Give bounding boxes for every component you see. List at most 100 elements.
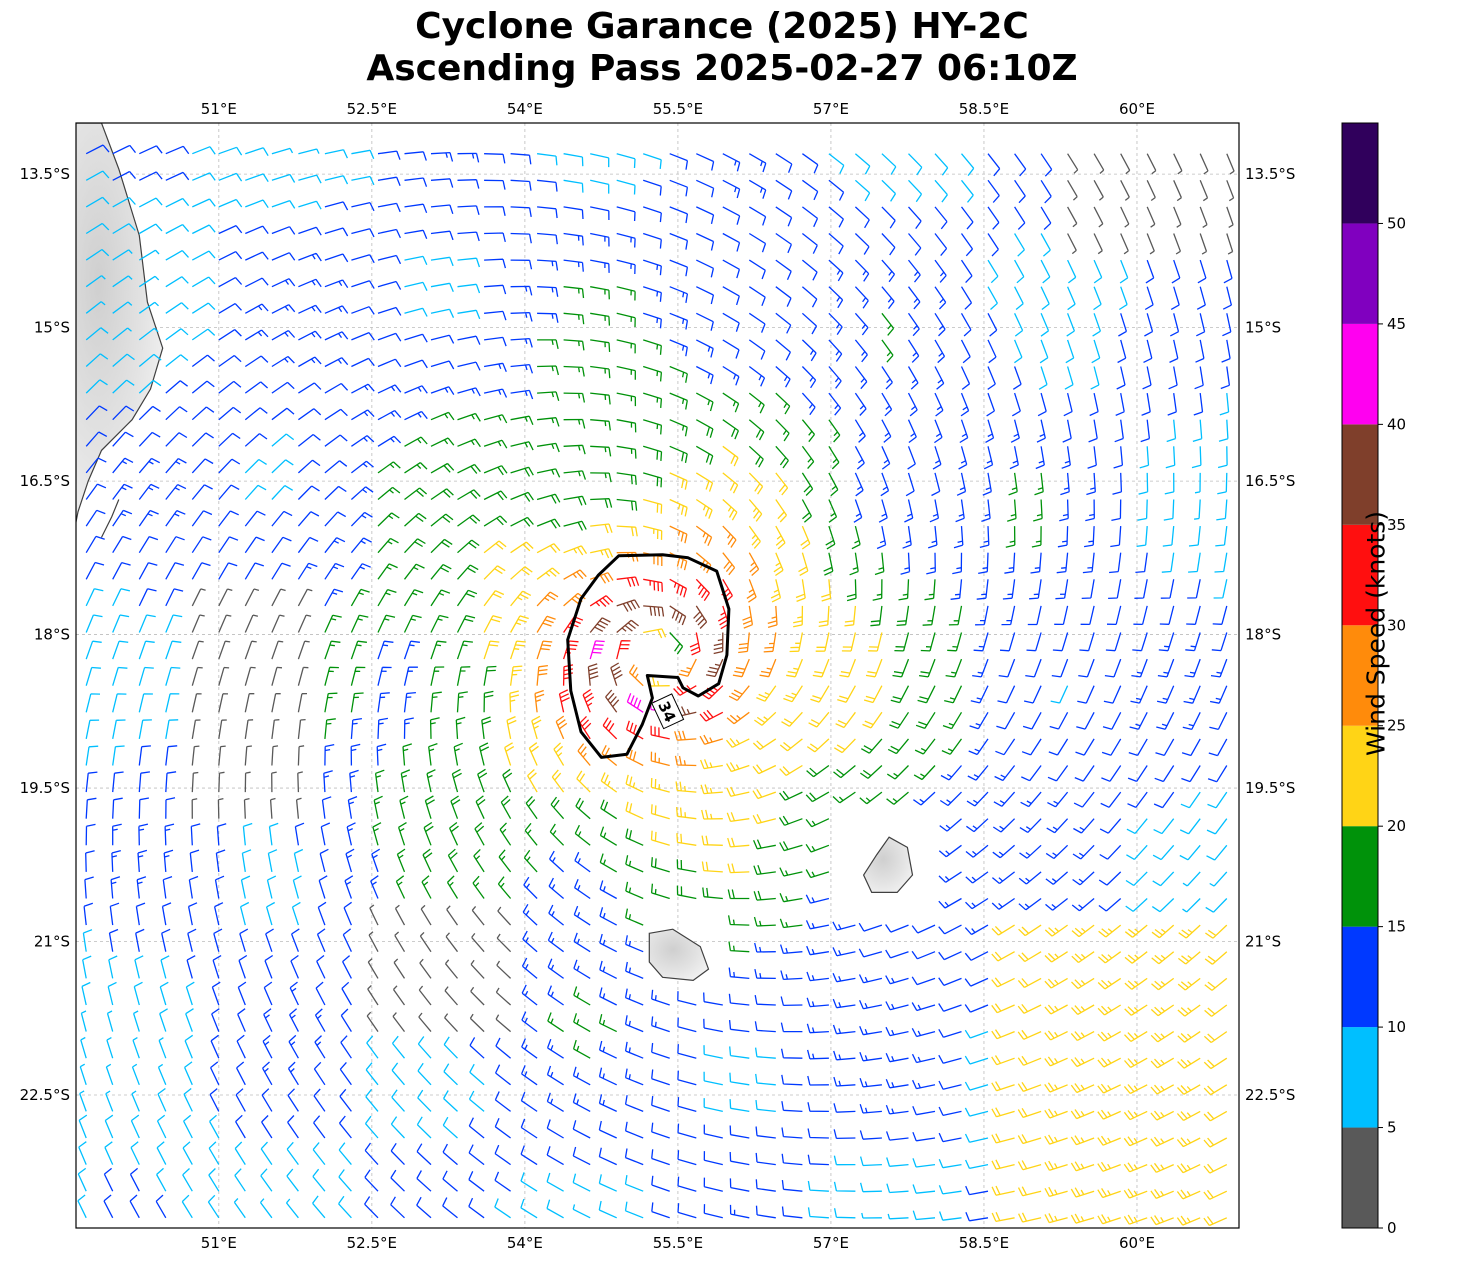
wind-barb [187,928,197,952]
wind-barb [859,1130,882,1140]
wind-barb [191,276,216,288]
wind-barb [298,252,322,262]
wind-barb [647,676,670,687]
wind-barb [510,590,532,607]
wind-barb [244,355,269,368]
wind-barb [324,357,349,368]
wind-barb [786,658,804,678]
wind-barb [85,588,104,607]
wind-barb [510,415,534,425]
wind-barb [976,579,989,600]
wind-barb [616,619,639,633]
wind-barb [1209,685,1228,704]
wind-barb [112,745,125,766]
wind-barb [548,904,565,926]
wind-barb [965,897,989,910]
wind-barb [1176,1137,1201,1148]
wind-barb [377,486,401,501]
wind-barb [324,485,347,500]
wind-barb [237,981,247,1006]
wind-barb [911,950,936,960]
wind-barb [547,931,564,953]
wind-barb [85,275,106,288]
wind-barb [574,851,591,873]
wind-barb [165,745,178,766]
wind-barb [802,153,819,174]
wind-barb [886,1183,909,1194]
wind-barb [138,771,150,793]
wind-barb [703,1204,723,1219]
wind-barb [854,366,868,390]
wind-barb [727,863,750,874]
wind-barb [191,354,215,368]
wind-barb [165,484,187,500]
wind-barb [922,605,936,626]
wind-barb [703,1177,723,1192]
wind-barb [563,179,584,193]
wind-barb [242,822,253,846]
wind-barb [85,693,101,713]
wind-barb [428,742,438,766]
wind-barb [1123,1188,1148,1199]
wind-barb [994,765,1016,782]
wind-barb [536,567,560,580]
wind-barb [643,312,662,329]
wind-barb [1097,1031,1122,1042]
colorbar-bin [1342,424,1378,525]
wind-barb [244,484,267,500]
wind-barb [889,711,910,729]
wind-barb [572,1173,591,1192]
wind-barb [1139,446,1150,469]
wind-barb [1203,1137,1228,1148]
wind-barb [960,259,973,284]
wind-barb [129,1194,140,1219]
wind-barb [728,1020,750,1033]
wind-barb [483,665,497,686]
wind-barb [298,226,322,236]
wind-barb [701,685,724,700]
wind-barbs [77,144,1235,1227]
wind-barb [563,232,584,246]
wind-barb [991,897,1015,910]
wind-barb [289,1008,299,1032]
wind-barb [510,363,534,374]
wind-barb [1075,738,1095,756]
wind-barb [430,256,454,267]
wind-barb [404,436,428,447]
wind-barb [138,457,161,474]
wind-barb [404,410,428,421]
wind-barb [997,685,1016,704]
wind-barb [695,498,713,519]
wind-barb [138,719,152,740]
wind-barb [297,459,321,474]
lat-tick-label-left: 22.5°S [20,1086,70,1104]
wind-barb [590,392,611,405]
wind-barb [351,357,375,368]
wind-barb [165,197,190,208]
wind-barb [802,179,819,201]
wind-barb [1082,552,1095,574]
wind-barb [742,605,754,629]
wind-barb [1151,977,1175,991]
wind-barb [808,711,830,728]
wind-barb [677,1176,697,1192]
wind-barb [964,1004,989,1013]
wind-barb [421,875,432,899]
wind-barb [1092,313,1102,337]
wind-barb [312,1195,326,1219]
wind-barb [457,463,481,474]
wind-barb [1112,472,1123,495]
lon-tick-label-bottom: 52.5°E [347,1234,397,1252]
wind-barb [1039,339,1049,364]
axis-ticks: 51°E51°E52.5°E52.5°E54°E54°E55.5°E55.5°E… [20,100,1296,1252]
wind-barb [162,875,173,899]
wind-barb [1046,818,1069,834]
wind-barb [297,745,305,766]
wind-barb [1153,791,1175,809]
wind-barb [104,1114,114,1139]
wind-barb [265,901,276,926]
wind-barb [103,1194,114,1219]
wind-barb [1002,579,1016,600]
wind-barb [83,902,94,926]
wind-barb [297,640,310,660]
